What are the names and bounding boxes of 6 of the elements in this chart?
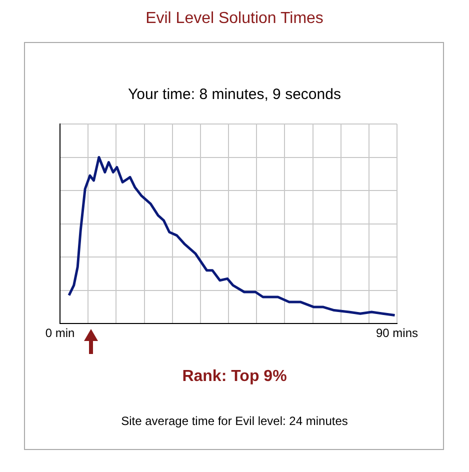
chart-subtitle: Your time: 8 minutes, 9 seconds (127, 86, 342, 103)
text: Rank: Top 9% (181, 368, 288, 386)
text: Site average time for Evil level: 24 minutes (120, 414, 349, 428)
chart-title: Evil Level Solution Times (144, 10, 324, 28)
x-tick-label: 0 min (45, 326, 75, 340)
x-tick-label: 90 mins (376, 326, 418, 340)
